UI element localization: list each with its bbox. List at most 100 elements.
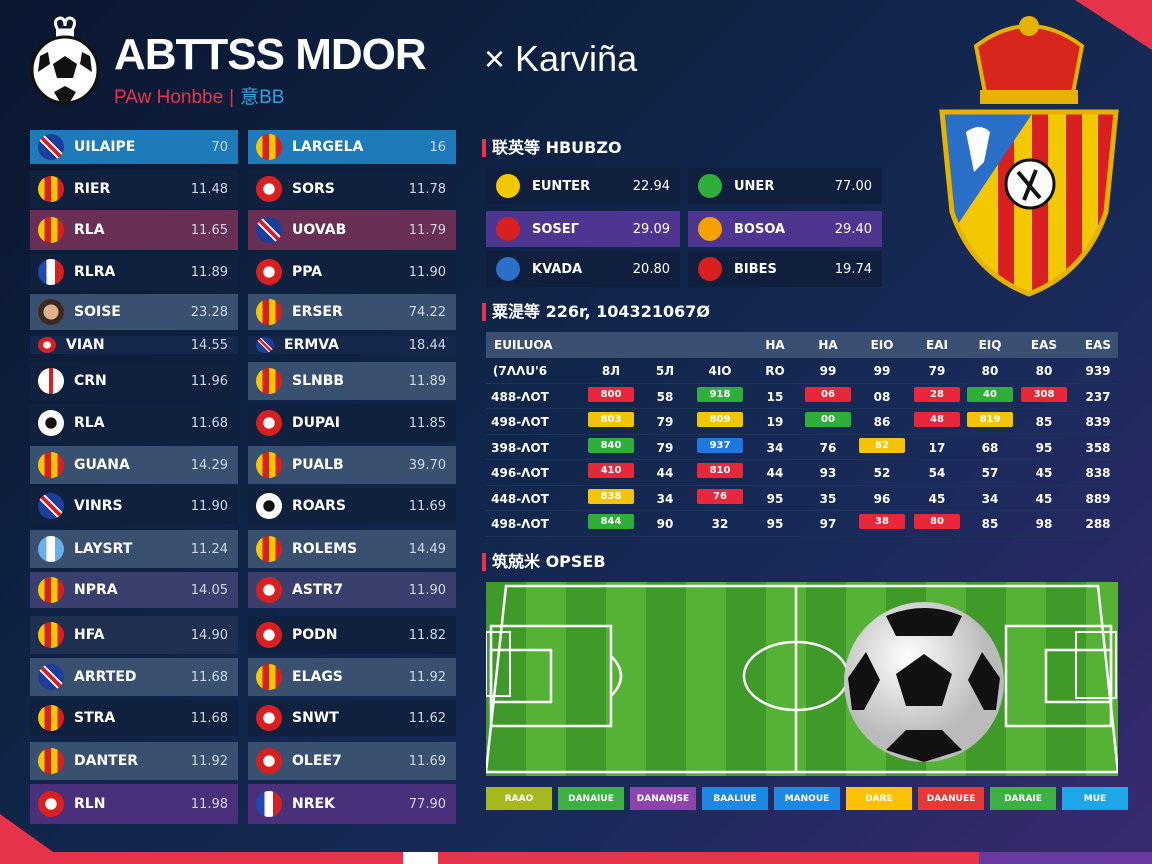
- team-row[interactable]: DANTER 11.92: [30, 742, 238, 780]
- table-row[interactable]: 496-ΛOT 410 44 810 44 93 52 54 57 45 838: [486, 460, 1118, 486]
- team-row[interactable]: SOISE 23.28: [30, 294, 238, 330]
- subtitle-separator: |: [229, 87, 235, 108]
- table-cell: 44: [766, 466, 784, 480]
- table-cell: 838: [588, 488, 634, 504]
- filter-button[interactable]: DAANUEE: [918, 787, 984, 810]
- team-row[interactable]: PPA 11.90: [248, 254, 456, 290]
- team-row[interactable]: HFA 14.90: [30, 616, 238, 654]
- crest-icon: [256, 368, 282, 394]
- filter-button[interactable]: DANAIUE: [558, 787, 624, 810]
- team-row[interactable]: ROARS 11.69: [248, 488, 456, 524]
- team-card[interactable]: BIBES 19.74: [688, 251, 882, 287]
- table-cell: 82: [859, 437, 905, 453]
- team-row[interactable]: PUALB 39.70: [248, 446, 456, 484]
- team-value: 77.90: [408, 796, 446, 812]
- team-row[interactable]: OLEE7 11.69: [248, 742, 456, 780]
- team-value: 14.90: [190, 627, 228, 643]
- team-name: RLA: [74, 222, 105, 238]
- team-row[interactable]: ERMVA 18.44: [248, 336, 456, 354]
- team-badge-icon: [698, 257, 722, 281]
- avatar-icon: [38, 299, 64, 325]
- team-value: 22.94: [632, 178, 670, 194]
- team-row[interactable]: RLRA 11.89: [30, 254, 238, 290]
- filter-button[interactable]: RAAO: [486, 787, 552, 810]
- section-title-3: 筑兢米 OPSEB: [482, 553, 606, 571]
- team-card[interactable]: BOSOA 29.40: [688, 211, 882, 247]
- team-row[interactable]: LAYSRT 11.24: [30, 530, 238, 568]
- table-cell: 498-ΛOT: [491, 415, 549, 429]
- team-badge-icon: [698, 217, 722, 241]
- team-row[interactable]: ARRTED 11.68: [30, 658, 238, 696]
- uk-flag-icon: [38, 664, 64, 690]
- team-name: GUANA: [74, 457, 130, 473]
- table-cell: 810: [697, 463, 743, 478]
- team-value: 19.74: [834, 261, 872, 277]
- team-row[interactable]: SLNBB 11.89: [248, 362, 456, 400]
- table-cell: 5Л: [655, 364, 675, 378]
- crest-icon: [38, 217, 64, 243]
- table-cell: 79: [656, 415, 674, 429]
- badge-icon: [256, 410, 282, 436]
- table-row[interactable]: 448-ΛOT 838 34 76 95 35 96 45 34 45 889: [486, 486, 1118, 511]
- team-value: 11.96: [190, 373, 228, 389]
- table-cell: 85: [981, 517, 999, 531]
- table-row[interactable]: (7ΛΛU'6 8Л 5Л 4IO RO 99 99 79 80 80 939: [486, 358, 1118, 384]
- team-row[interactable]: RLA 11.65: [30, 210, 238, 250]
- table-row[interactable]: 498-ΛOT 803 79 809 19 00 86 48 819 85 839: [486, 409, 1118, 435]
- team-row[interactable]: RLN 11.98: [30, 784, 238, 824]
- team-card[interactable]: EUNTER 22.94: [486, 168, 680, 204]
- badge-icon: [256, 622, 282, 648]
- filter-button[interactable]: DARAIE: [990, 787, 1056, 810]
- team-value: 29.40: [834, 221, 872, 237]
- table-cell: 80: [1035, 364, 1053, 378]
- crest-icon: [38, 705, 64, 731]
- team-row[interactable]: SORS 11.78: [248, 170, 456, 208]
- table-row[interactable]: 498-ΛOT 844 90 32 95 97 38 80 85 98 288: [486, 511, 1118, 537]
- table-cell: 48: [914, 412, 960, 427]
- team-name: BIBES: [734, 261, 777, 277]
- team-row[interactable]: LARGELA 16: [248, 130, 456, 164]
- team-name: ARRTED: [74, 669, 137, 685]
- team-row[interactable]: ROLEMS 14.49: [248, 530, 456, 568]
- soccer-ball-icon: [38, 410, 64, 436]
- team-row[interactable]: RLA 11.68: [30, 404, 238, 442]
- team-name: ELAGS: [292, 669, 343, 685]
- team-row[interactable]: NREK 77.90: [248, 784, 456, 824]
- team-row[interactable]: UOVAB 11.79: [248, 210, 456, 250]
- team-row[interactable]: ELAGS 11.92: [248, 658, 456, 696]
- team-row[interactable]: VIAN 14.55: [30, 336, 238, 354]
- team-value: 11.92: [408, 669, 446, 685]
- team-row[interactable]: VINRS 11.90: [30, 488, 238, 524]
- crest-icon: [256, 452, 282, 478]
- filter-button[interactable]: BAALIUE: [702, 787, 768, 810]
- table-row[interactable]: 488-ΛOT 800 58 918 15 06 08 28 40 308 237: [486, 384, 1118, 409]
- team-row[interactable]: STRA 11.68: [30, 700, 238, 736]
- team-row[interactable]: DUPAI 11.85: [248, 404, 456, 442]
- team-row[interactable]: RIER 11.48: [30, 170, 238, 208]
- table-cell: 410: [588, 463, 634, 478]
- table-cell: 918: [697, 386, 743, 402]
- team-card[interactable]: KVADA 20.80: [486, 251, 680, 287]
- team-row[interactable]: UILAIPE 70: [30, 130, 238, 164]
- team-row[interactable]: ASTR7 11.90: [248, 572, 456, 608]
- team-row[interactable]: CRN 11.96: [30, 362, 238, 400]
- team-row[interactable]: NPRA 14.05: [30, 572, 238, 608]
- team-row[interactable]: PODN 11.82: [248, 616, 456, 654]
- filter-button[interactable]: DARE: [846, 787, 912, 810]
- team-card[interactable]: SOSEΓ 29.09: [486, 211, 680, 247]
- section-title-1: 联英等 HBUBZO: [482, 139, 622, 157]
- filter-button[interactable]: MUE: [1062, 787, 1128, 810]
- team-row[interactable]: SNWT 11.62: [248, 700, 456, 736]
- column-header: HA: [765, 338, 785, 352]
- filter-button[interactable]: MANOUE: [774, 787, 840, 810]
- team-row[interactable]: ERSER 74.22: [248, 294, 456, 330]
- crest-icon: [38, 622, 64, 648]
- filter-button[interactable]: DANANJSE: [630, 787, 696, 810]
- crest-icon: [38, 452, 64, 478]
- subtitle-a: PAw Honbbe: [114, 87, 224, 108]
- team-name: RLN: [74, 796, 106, 812]
- table-cell: 45: [1035, 491, 1053, 506]
- team-row[interactable]: GUANA 14.29: [30, 446, 238, 484]
- table-row[interactable]: 398-ΛOT 840 79 937 34 76 82 17 68 95 358: [486, 435, 1118, 460]
- team-card[interactable]: UNER 77.00: [688, 168, 882, 204]
